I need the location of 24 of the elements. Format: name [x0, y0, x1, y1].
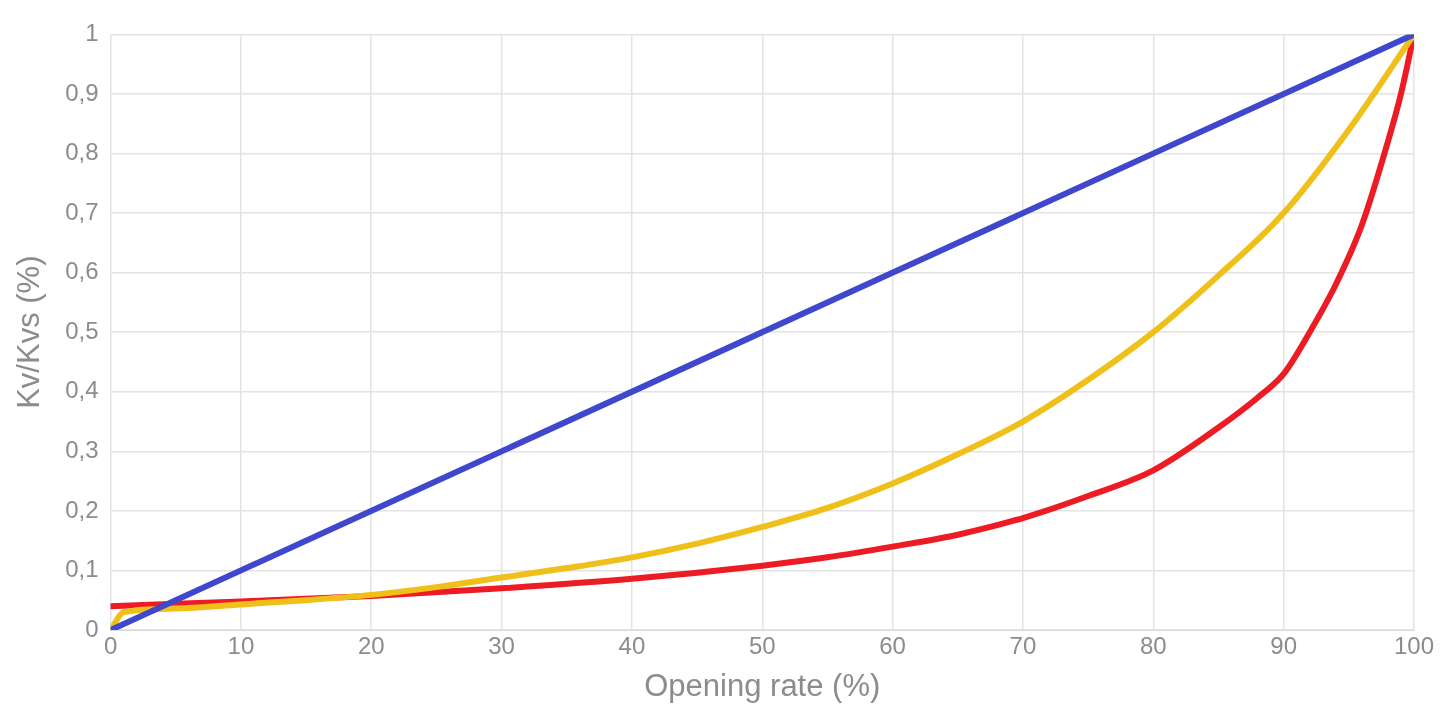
x-tick-label: 50: [748, 632, 776, 660]
x-tick-label: 80: [1139, 632, 1167, 660]
y-axis-title: Kv/Kvs (%): [11, 255, 47, 409]
x-tick-label: 10: [227, 632, 255, 660]
y-tick-label: 0: [85, 614, 99, 642]
x-tick-label: 40: [618, 632, 646, 660]
y-tick-label: 0,1: [65, 555, 99, 583]
y-tick-label: 0,9: [65, 78, 99, 106]
y-tick-label: 0,2: [65, 495, 99, 523]
x-tick-label: 30: [488, 632, 515, 660]
x-tick-label: 70: [1009, 632, 1037, 660]
x-tick-label: 90: [1270, 632, 1297, 660]
x-tick-label: 100: [1393, 632, 1434, 660]
y-tick-label: 1: [85, 19, 99, 47]
y-tick-label: 0,3: [65, 435, 99, 463]
y-tick-label: 0,4: [65, 376, 99, 404]
x-tick-label: 0: [103, 632, 118, 660]
x-tick-label: 60: [879, 632, 906, 660]
y-tick-label: 0,6: [65, 257, 99, 285]
y-tick-label: 0,5: [65, 316, 99, 344]
y-tick-label: 0,8: [65, 138, 99, 166]
y-tick-label: 0,7: [65, 197, 99, 225]
x-tick-label: 20: [357, 632, 385, 660]
x-axis-title: Opening rate (%): [644, 667, 881, 703]
